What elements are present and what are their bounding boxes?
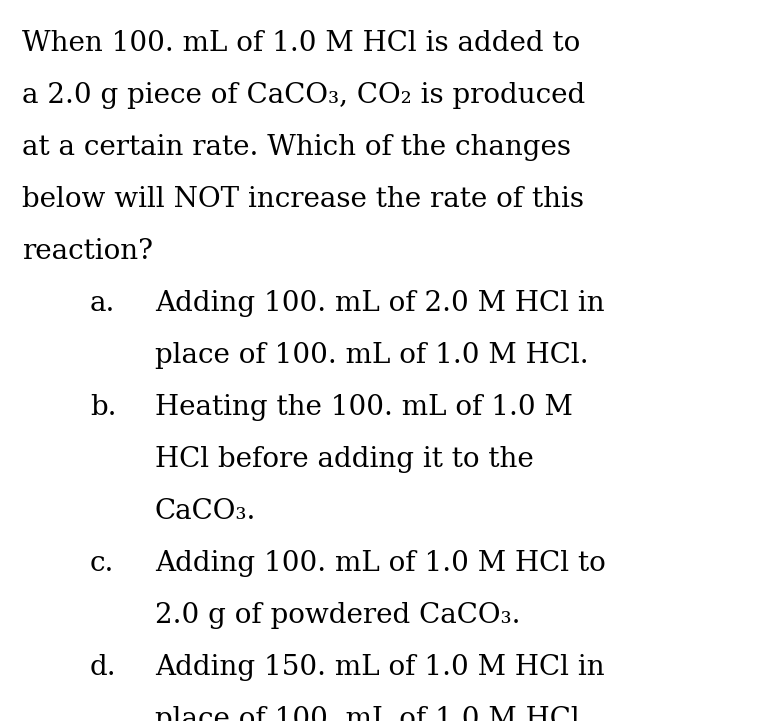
Text: When 100. mL of 1.0 M HCl is added to: When 100. mL of 1.0 M HCl is added to [22,30,580,57]
Text: CaCO₃.: CaCO₃. [155,498,257,525]
Text: at a certain rate. Which of the changes: at a certain rate. Which of the changes [22,134,571,161]
Text: Adding 100. mL of 1.0 M HCl to: Adding 100. mL of 1.0 M HCl to [155,550,606,577]
Text: c.: c. [90,550,114,577]
Text: Adding 100. mL of 2.0 M HCl in: Adding 100. mL of 2.0 M HCl in [155,290,605,317]
Text: a.: a. [90,290,115,317]
Text: reaction?: reaction? [22,238,153,265]
Text: HCl before adding it to the: HCl before adding it to the [155,446,534,473]
Text: place of 100. mL of 1.0 M HCl.: place of 100. mL of 1.0 M HCl. [155,342,589,369]
Text: 2.0 g of powdered CaCO₃.: 2.0 g of powdered CaCO₃. [155,602,520,629]
Text: Adding 150. mL of 1.0 M HCl in: Adding 150. mL of 1.0 M HCl in [155,654,605,681]
Text: a 2.0 g piece of CaCO₃, CO₂ is produced: a 2.0 g piece of CaCO₃, CO₂ is produced [22,82,585,109]
Text: d.: d. [90,654,117,681]
Text: b.: b. [90,394,117,421]
Text: Heating the 100. mL of 1.0 M: Heating the 100. mL of 1.0 M [155,394,573,421]
Text: below will NOT increase the rate of this: below will NOT increase the rate of this [22,186,584,213]
Text: place of 100. mL of 1.0 M HCl.: place of 100. mL of 1.0 M HCl. [155,706,589,721]
